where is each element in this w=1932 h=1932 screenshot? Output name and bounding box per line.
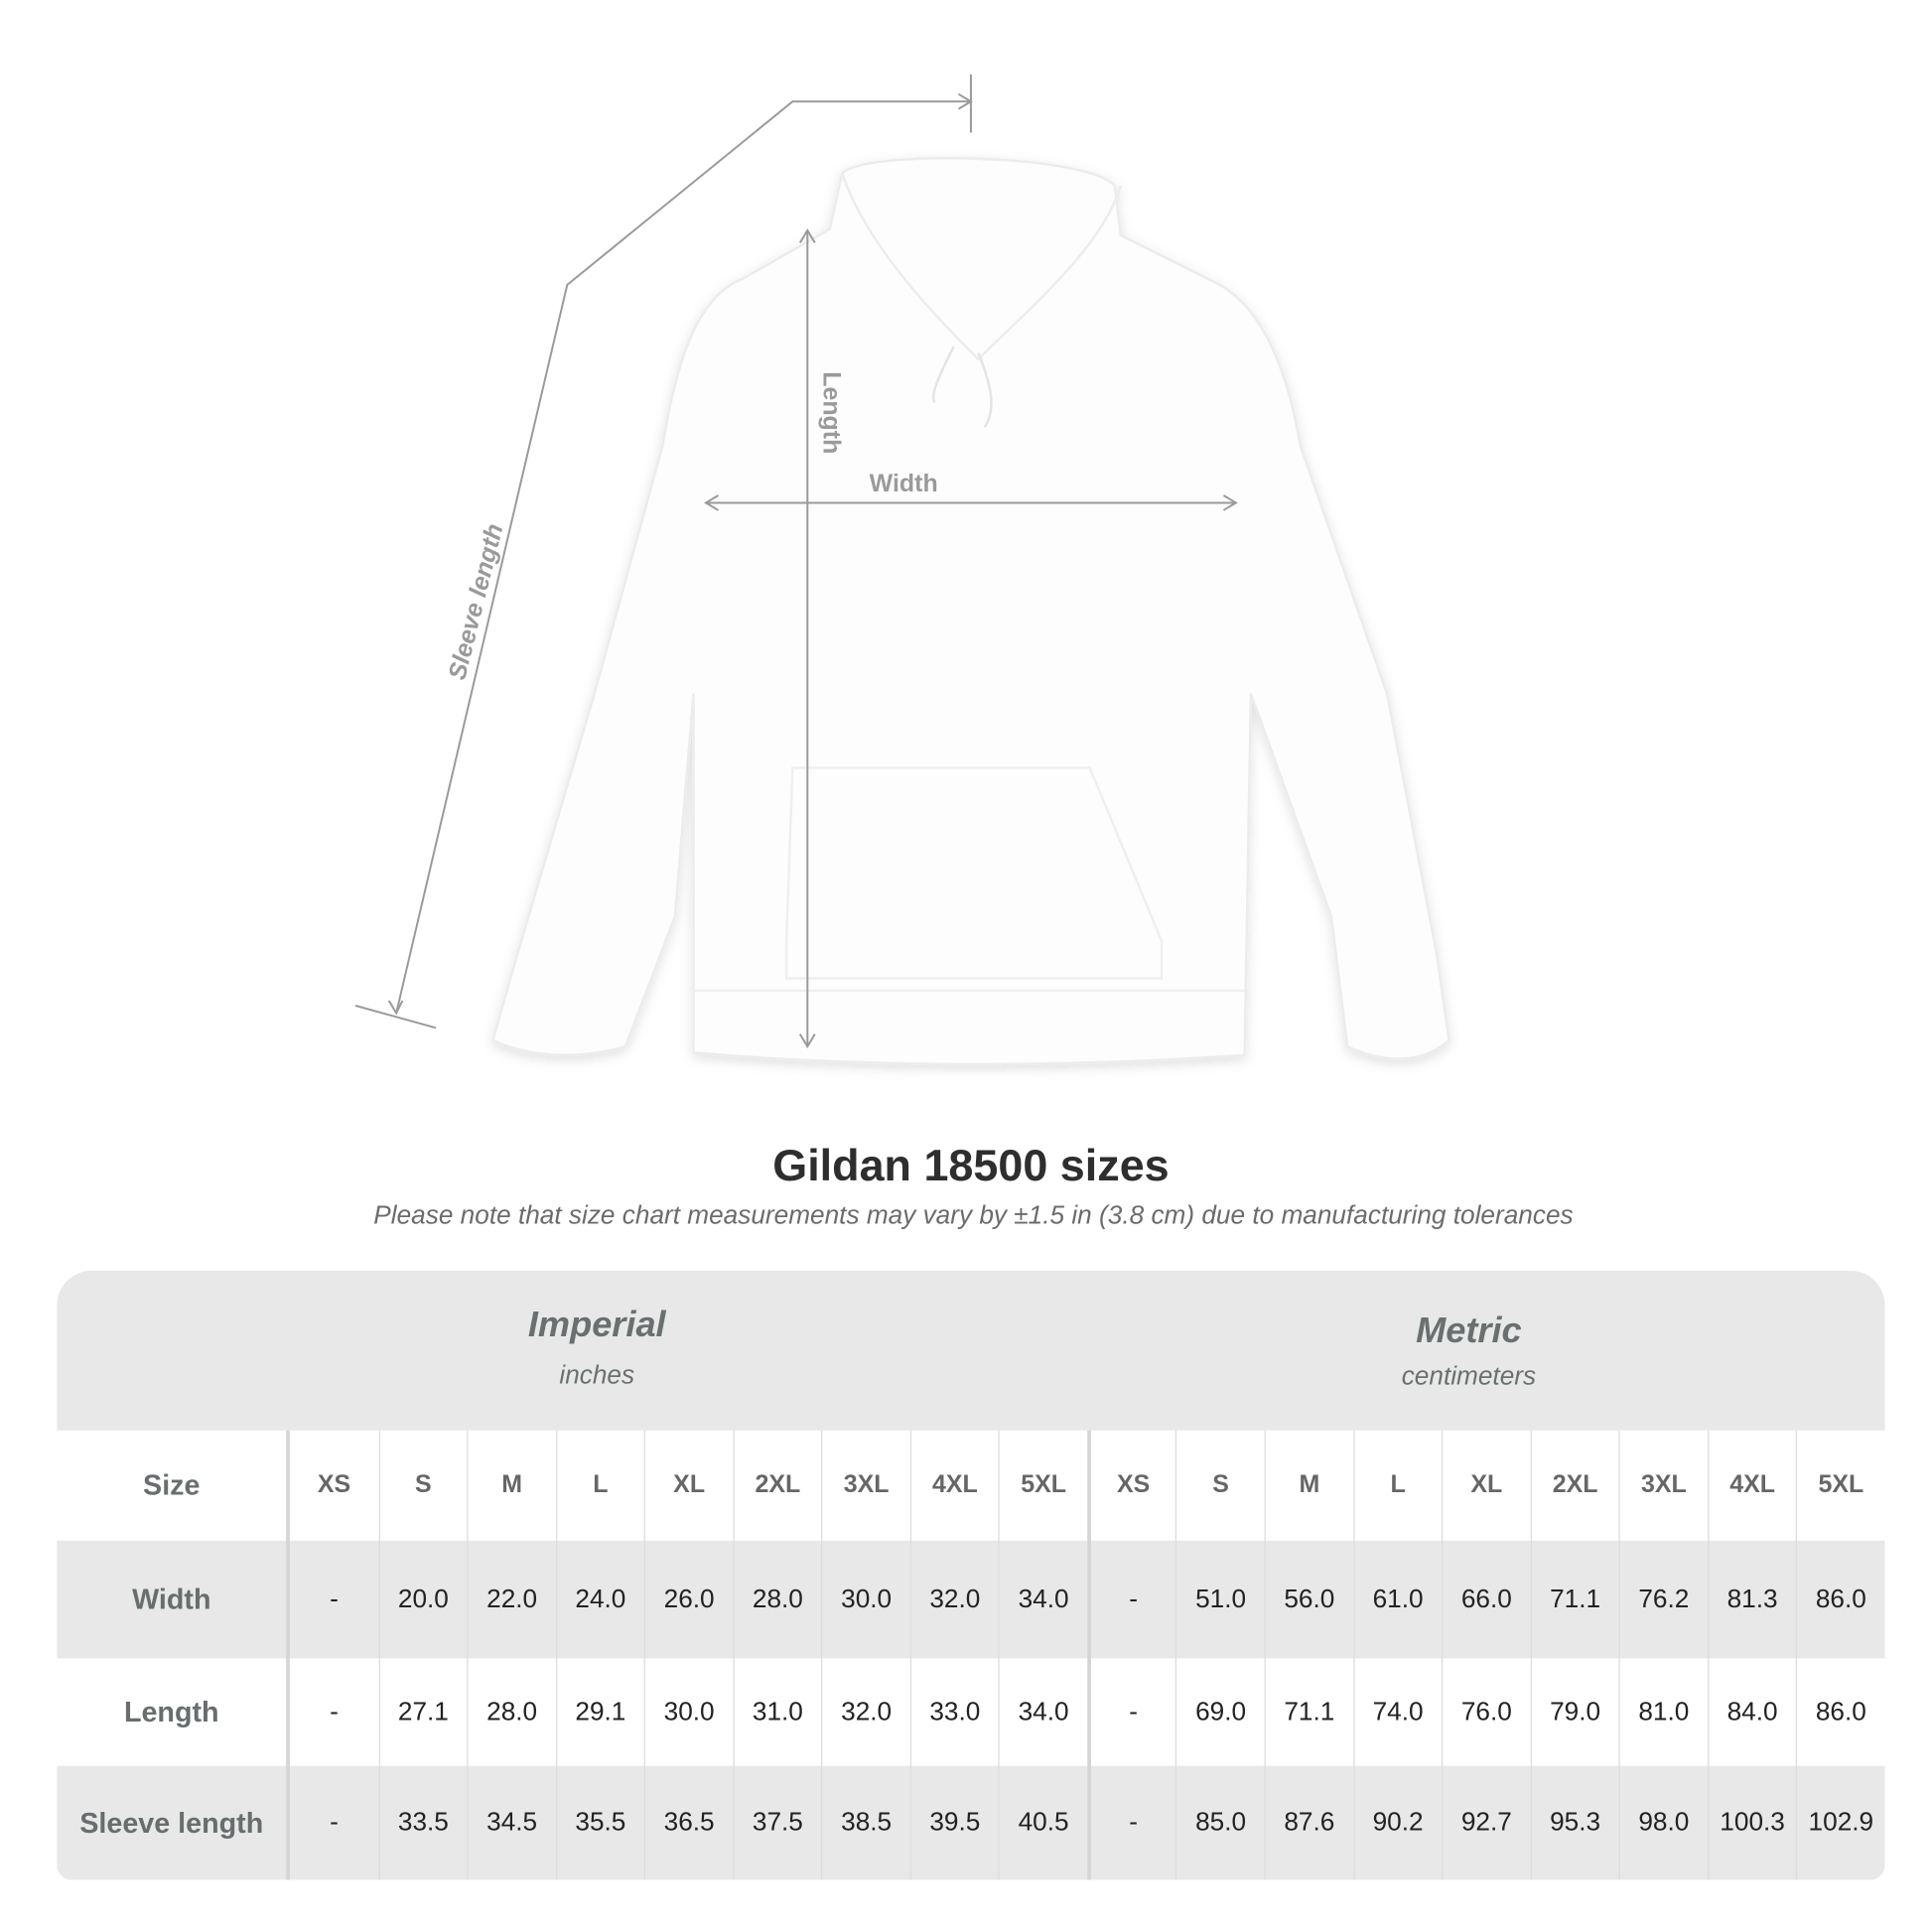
size-header-cell: 3XL	[821, 1430, 909, 1541]
size-header-cell: XS	[317, 1470, 351, 1499]
value-cell: 22.0	[467, 1540, 555, 1659]
size-header-cell: XL	[1442, 1430, 1530, 1541]
value-cell: 69.0	[1175, 1658, 1264, 1766]
value-cell: 32.0	[909, 1540, 999, 1659]
size-header-cell: 5XL	[1796, 1430, 1884, 1541]
hoodie-image	[490, 157, 1450, 1066]
value-cell: 66.0	[1442, 1540, 1530, 1659]
value-cell: 71.1	[1530, 1540, 1618, 1659]
table-row: Length -27.1 28.0 29.1 30.0 31.0 32.0 33.0 34.0-…	[57, 1658, 1884, 1766]
value-cell: 87.6	[1264, 1765, 1353, 1880]
row-band	[57, 1765, 1885, 1880]
value-cell: -	[1087, 1658, 1175, 1766]
metric-title: Metric	[1416, 1311, 1522, 1351]
tolerance-note: Please note that size chart measurements…	[373, 1200, 1574, 1230]
value-cell: 37.5	[733, 1765, 821, 1880]
value-cell: 51.0	[1175, 1540, 1264, 1659]
size-header-cell: S	[1175, 1430, 1264, 1541]
value-cell: 61.0	[1352, 1540, 1442, 1659]
metric-header: Metric centimeters	[1221, 1311, 1717, 1392]
value-cell: 84.0	[1707, 1658, 1796, 1766]
value-cell: 26.0	[643, 1540, 733, 1659]
value-cell: 34.0	[998, 1658, 1087, 1766]
value-cell: 33.5	[378, 1765, 467, 1880]
value-cell: 28.0	[733, 1540, 821, 1659]
table-row: Sleeve length - 33.5 34.5 35.5 36.5 37.5 38.5 39…	[57, 1765, 1884, 1880]
size-header-cell: M	[467, 1430, 555, 1541]
value-cell: 86.0	[1796, 1540, 1884, 1659]
value-cell: -	[330, 1585, 339, 1613]
metric-unit: centimeters	[1401, 1362, 1537, 1391]
value-cell: 30.0	[643, 1658, 733, 1766]
value-cell: 92.7	[1442, 1765, 1530, 1880]
value-cell: 34.5	[467, 1765, 555, 1880]
value-cell: 27.1	[378, 1658, 467, 1766]
imperial-header: Imperial inches	[349, 1306, 845, 1391]
size-header-cell: 2XL	[733, 1430, 821, 1541]
row-band	[57, 1540, 1885, 1659]
imperial-unit: inches	[559, 1360, 635, 1390]
value-cell: 86.0	[1796, 1658, 1884, 1766]
size-header-cell: S	[378, 1430, 467, 1541]
row-label: Length	[57, 1658, 290, 1766]
value-cell: 85.0	[1175, 1765, 1264, 1880]
value-cell: 56.0	[1264, 1540, 1353, 1659]
size-header-cell: 4XL	[1707, 1430, 1796, 1541]
value-cell: 102.9	[1796, 1765, 1884, 1880]
value-cell: -	[1087, 1540, 1175, 1659]
value-cell: 35.5	[555, 1765, 644, 1880]
value-cell: 81.0	[1618, 1658, 1708, 1766]
value-cell: 24.0	[555, 1540, 644, 1659]
size-header-cell: XL	[643, 1430, 733, 1541]
value-cell: 79.0	[1530, 1658, 1618, 1766]
value-cell: 71.1	[1264, 1658, 1353, 1766]
value-cell: 31.0	[733, 1658, 821, 1766]
size-header-cell: L	[1352, 1430, 1442, 1541]
size-header-cell: XS	[1087, 1430, 1175, 1541]
size-header-cell: 3XL	[1618, 1430, 1708, 1541]
value-cell: 36.5	[643, 1765, 733, 1880]
size-header-cell: M	[1264, 1430, 1353, 1541]
value-cell: 33.0	[909, 1658, 999, 1766]
value-cell: 32.0	[821, 1658, 909, 1766]
value-cell: 40.5	[998, 1765, 1087, 1880]
width-label: Width	[870, 470, 938, 497]
size-header-cell: 2XL	[1530, 1430, 1618, 1541]
sleeve-length-label: Sleeve length	[443, 521, 508, 683]
measurement-lines	[354, 73, 1238, 1048]
size-header-cell: L	[555, 1430, 644, 1541]
value-cell: 76.0	[1442, 1658, 1530, 1766]
row-label: Width	[57, 1540, 290, 1659]
size-row: Size XS S M L XL 2XL 3XL 4XL 5XL XS S M L XL 2XL 3XL 4XL 5…	[57, 1430, 1884, 1541]
size-header-cell: 5XL	[998, 1430, 1087, 1541]
value-cell: 39.5	[909, 1765, 999, 1880]
value-cell: -	[1087, 1765, 1175, 1880]
length-label: Length	[818, 371, 846, 454]
value-cell: 95.3	[1530, 1765, 1618, 1880]
size-table: Imperial inches Metric centimeters Size X…	[57, 1270, 1885, 1880]
table-header-band	[57, 1270, 1885, 1431]
row-label: Sleeve length	[57, 1765, 290, 1880]
value-cell: 90.2	[1352, 1765, 1442, 1880]
value-cell: 38.5	[821, 1765, 909, 1880]
value-cell: -	[330, 1808, 339, 1837]
value-cell: 34.0	[998, 1540, 1087, 1659]
value-cell: 29.1	[555, 1658, 644, 1766]
page-title: Gildan 18500 sizes	[772, 1139, 1170, 1190]
imperial-title: Imperial	[527, 1305, 666, 1345]
value-cell: 28.0	[467, 1658, 555, 1766]
value-cell: 74.0	[1352, 1658, 1442, 1766]
value-cell: 30.0	[821, 1540, 909, 1659]
hoodie-diagram: Length Width Sleeve length	[354, 73, 1450, 1066]
row-label: Size	[57, 1430, 290, 1541]
table-row: Width -20.0 22.0 24.0 26.0 28.0 30.0 32.0 34.0-5…	[57, 1540, 1884, 1659]
value-cell: -	[330, 1697, 339, 1726]
value-cell: 76.2	[1618, 1540, 1708, 1659]
value-cell: 100.3	[1707, 1765, 1796, 1880]
value-cell: 98.0	[1618, 1765, 1708, 1880]
value-cell: 81.3	[1707, 1540, 1796, 1659]
value-cell: 20.0	[378, 1540, 467, 1659]
size-header-cell: 4XL	[909, 1430, 999, 1541]
